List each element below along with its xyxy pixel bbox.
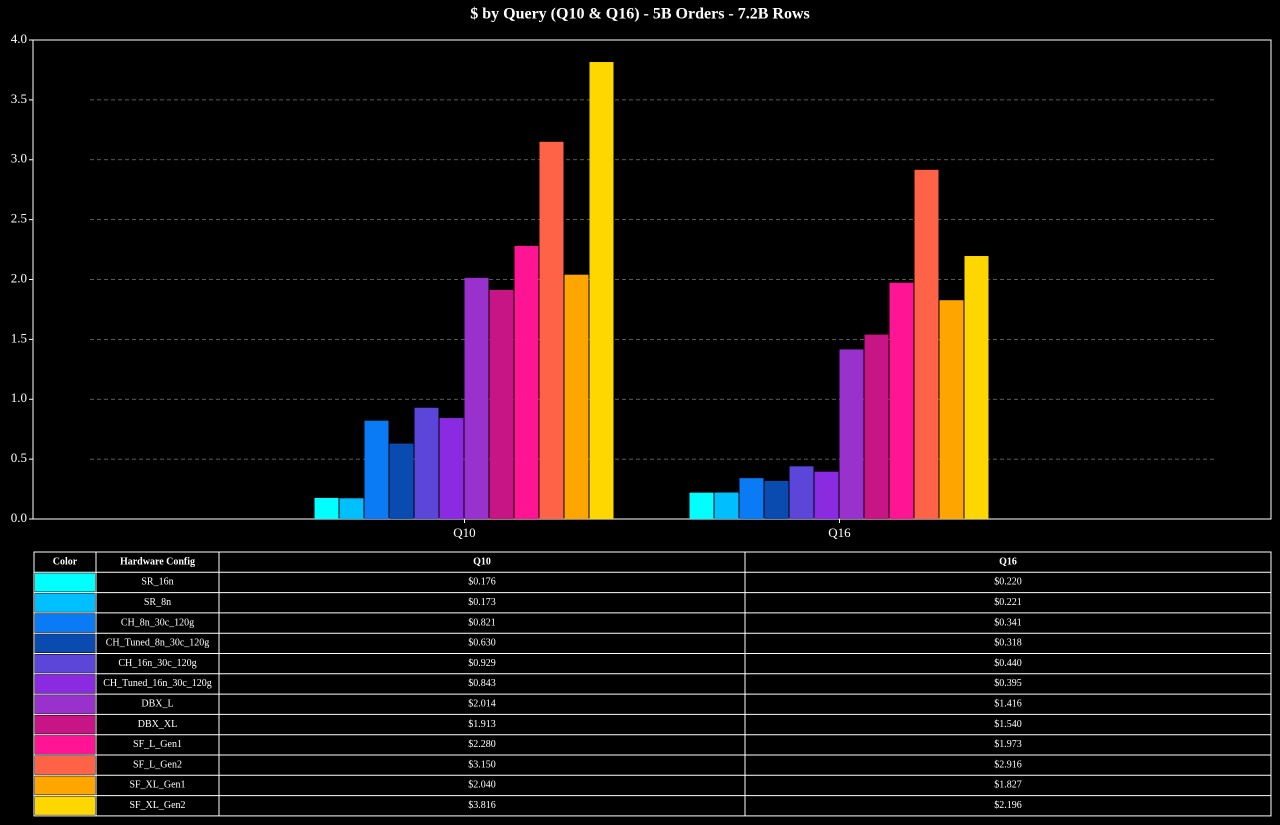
y-tick-label: 3.5 (11, 91, 27, 106)
table-value: $1.540 (994, 719, 1022, 730)
y-tick-label: 2.5 (11, 211, 27, 226)
bar (939, 300, 964, 519)
table-value: $3.816 (468, 800, 496, 811)
table-header: Color (53, 556, 78, 567)
bar (364, 420, 389, 519)
table-value: $0.221 (994, 597, 1022, 608)
x-tick-label: Q16 (828, 525, 851, 540)
table-value: $0.318 (994, 638, 1022, 649)
bar (689, 492, 714, 519)
bar (414, 407, 439, 519)
legend-label: SF_L_Gen1 (133, 739, 182, 750)
legend-swatch (35, 695, 95, 714)
table-value: $2.014 (468, 699, 496, 710)
table-header: Q16 (999, 556, 1017, 567)
table-value: $1.913 (468, 719, 496, 730)
table-value: $0.843 (468, 678, 496, 689)
bar (964, 256, 989, 519)
legend-swatch (35, 796, 95, 815)
table-header: Hardware Config (120, 556, 195, 567)
legend-label: CH_Tuned_8n_30c_120g (106, 638, 210, 649)
table-value: $0.630 (468, 638, 496, 649)
bar (389, 443, 414, 519)
legend-swatch (35, 674, 95, 694)
legend-swatch (35, 613, 95, 633)
bar (539, 141, 564, 519)
legend-label: SF_L_Gen2 (133, 759, 182, 770)
bar (439, 418, 464, 519)
bar (589, 62, 614, 520)
bar (789, 466, 814, 519)
legend-label: SF_XL_Gen1 (129, 780, 185, 791)
table-value: $1.416 (994, 699, 1022, 710)
legend-swatch (35, 715, 95, 734)
y-tick-label: 1.5 (11, 330, 27, 345)
legend-label: SF_XL_Gen2 (129, 800, 185, 811)
y-tick-label: 0.0 (11, 510, 27, 525)
bar (739, 478, 764, 519)
table-value: $0.173 (468, 597, 496, 608)
bar (914, 169, 939, 519)
legend-swatch (35, 756, 95, 775)
bar (714, 492, 739, 519)
table-value: $0.821 (468, 617, 496, 628)
table-value: $0.176 (468, 577, 496, 588)
legend-swatch (35, 654, 95, 673)
table-value: $0.220 (994, 577, 1022, 588)
table-value: $0.929 (468, 658, 496, 669)
legend-label: SR_8n (144, 597, 171, 608)
bar (864, 334, 889, 519)
table-frame (33, 551, 1272, 817)
legend-label: DBX_XL (138, 719, 177, 730)
legend-swatch (35, 634, 95, 653)
bar (314, 497, 339, 519)
table-value: $2.040 (468, 780, 496, 791)
y-tick-label: 1.0 (11, 390, 27, 405)
legend-swatch (35, 735, 95, 754)
legend-label: CH_8n_30c_120g (121, 617, 194, 628)
table-value: $0.341 (994, 617, 1022, 628)
y-tick-label: 4.0 (11, 31, 27, 46)
legend-swatch (35, 776, 95, 795)
table-value: $1.827 (994, 780, 1022, 791)
legend-label: CH_16n_30c_120g (118, 658, 196, 669)
table-value: $0.440 (994, 658, 1022, 669)
y-tick-label: 3.0 (11, 151, 27, 166)
legend-swatch (35, 593, 95, 612)
bar (564, 274, 589, 519)
table-value: $0.395 (994, 678, 1022, 689)
legend-label: CH_Tuned_16n_30c_120g (103, 678, 212, 689)
table-header: Q10 (473, 556, 491, 567)
table-value: $1.973 (994, 739, 1022, 750)
y-tick-label: 2.0 (11, 270, 27, 285)
bar (764, 480, 789, 519)
table-value: $2.196 (994, 800, 1022, 811)
legend-swatch (35, 573, 95, 592)
bar (489, 289, 514, 519)
table-value: $2.916 (994, 759, 1022, 770)
bar (814, 471, 839, 519)
bar (464, 277, 489, 519)
x-tick-label: Q10 (453, 525, 475, 540)
bar (889, 282, 914, 519)
bar (339, 498, 364, 519)
table-value: $2.280 (468, 739, 496, 750)
legend-label: SR_16n (141, 577, 173, 588)
legend-label: DBX_L (141, 699, 173, 710)
bar (839, 349, 864, 519)
chart-title: $ by Query (Q10 & Q16) - 5B Orders - 7.2… (470, 6, 810, 23)
table-value: $3.150 (468, 759, 496, 770)
bar (514, 245, 539, 519)
y-tick-label: 0.5 (11, 450, 27, 465)
